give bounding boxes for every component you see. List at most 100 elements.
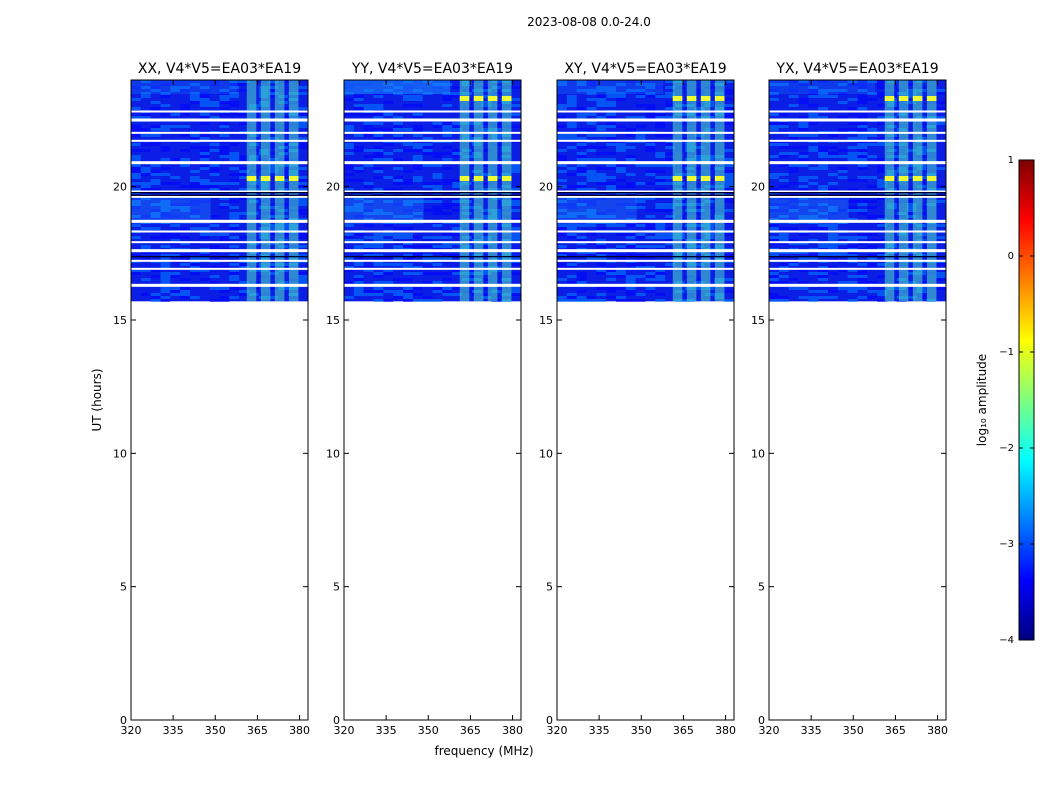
rfi-block: [700, 96, 711, 101]
rfi-block: [884, 176, 895, 181]
flagged-row: [344, 110, 521, 113]
flagged-row: [769, 267, 946, 270]
flagged-row: [344, 131, 521, 134]
flagged-row: [344, 241, 521, 244]
dark-row: [131, 192, 308, 194]
rfi-block: [926, 176, 937, 181]
x-tick-label: 335: [376, 724, 397, 737]
y-tick-label: 10: [751, 447, 765, 460]
panels-group: XX, V4*V5=EA03*EA19 320 335 350 365 380 0 5 10 15…: [113, 61, 948, 737]
panel-title: XY, V4*V5=EA03*EA19: [564, 61, 726, 77]
flagged-row: [557, 259, 734, 262]
rfi-block: [898, 176, 909, 181]
y-tick-label: 0: [333, 714, 340, 727]
rfi-block: [926, 96, 937, 101]
flagged-row: [769, 219, 946, 223]
y-tick-label: 15: [539, 314, 553, 327]
colorbar-gradient: [1018, 159, 1035, 641]
panel-title: XX, V4*V5=EA03*EA19: [138, 61, 301, 77]
dark-row: [131, 194, 308, 196]
flagged-row: [557, 190, 734, 193]
flagged-row: [344, 219, 521, 223]
colorbar-tick-label: 1: [1008, 155, 1014, 166]
flagged-row: [769, 241, 946, 244]
flagged-row: [769, 190, 946, 193]
flagged-row: [557, 241, 734, 244]
flagged-row: [557, 219, 734, 223]
flagged-row: [557, 161, 734, 165]
dark-row: [557, 256, 734, 258]
colorbar-tick-label: 0: [1008, 251, 1014, 262]
panel-3: XY, V4*V5=EA03*EA19 320 335 350 365 380 0 5 10 15…: [539, 61, 736, 737]
x-tick-label: 320: [759, 724, 780, 737]
flagged-row: [557, 110, 734, 113]
flagged-row: [344, 118, 521, 122]
rfi-block: [274, 176, 285, 181]
rfi-block: [912, 96, 923, 101]
flagged-row: [769, 230, 946, 233]
colorbar: 1 0 −1 −2 −3 −4 log₁₀ amplitude: [975, 155, 1035, 646]
flagged-row: [769, 259, 946, 262]
flagged-row: [344, 249, 521, 253]
y-tick-label: 0: [758, 714, 765, 727]
dark-row: [557, 192, 734, 194]
flagged-row: [131, 190, 308, 193]
colorbar-label: log₁₀ amplitude: [975, 354, 989, 446]
dark-row: [131, 256, 308, 258]
flagged-row: [131, 249, 308, 253]
flagged-row: [131, 195, 308, 198]
rfi-block: [459, 176, 470, 181]
y-tick-label: 5: [546, 581, 553, 594]
x-tick-label: 365: [673, 724, 694, 737]
flagged-row: [769, 131, 946, 134]
flagged-row: [769, 161, 946, 165]
y-tick-label: 5: [758, 581, 765, 594]
panel-title: YY, V4*V5=EA03*EA19: [351, 61, 513, 77]
flagged-row: [131, 139, 308, 142]
flagged-row: [344, 230, 521, 233]
flagged-row: [344, 195, 521, 198]
x-tick-label: 335: [163, 724, 184, 737]
figure-title: 2023-08-08 0.0-24.0: [527, 15, 651, 29]
flagged-row: [131, 219, 308, 223]
flagged-row: [131, 259, 308, 262]
y-tick-label: 0: [120, 714, 127, 727]
y-tick-label: 5: [333, 581, 340, 594]
x-tick-label: 380: [927, 724, 948, 737]
x-tick-label: 380: [289, 724, 310, 737]
flagged-row: [769, 249, 946, 253]
y-tick-label: 20: [751, 181, 765, 194]
x-tick-label: 380: [715, 724, 736, 737]
rfi-block: [501, 176, 512, 181]
rfi-block: [700, 176, 711, 181]
y-tick-label: 0: [546, 714, 553, 727]
rfi-block: [672, 96, 683, 101]
flagged-row: [557, 118, 734, 122]
y-tick-label: 15: [326, 314, 340, 327]
x-tick-label: 380: [502, 724, 523, 737]
dark-row: [344, 194, 521, 196]
x-tick-label: 365: [885, 724, 906, 737]
rfi-block: [473, 176, 484, 181]
rfi-block: [459, 96, 470, 101]
flagged-row: [769, 139, 946, 142]
heatmap-image-2: [344, 80, 521, 302]
colorbar-tick-label: −4: [999, 635, 1014, 646]
x-tick-label: 350: [843, 724, 864, 737]
flagged-row: [344, 139, 521, 142]
rfi-block: [884, 96, 895, 101]
flagged-row: [769, 195, 946, 198]
y-tick-label: 10: [113, 447, 127, 460]
x-tick-label: 320: [547, 724, 568, 737]
rfi-block: [473, 96, 484, 101]
rfi-block: [501, 96, 512, 101]
y-tick-label: 5: [120, 581, 127, 594]
flagged-row: [557, 195, 734, 198]
flagged-row: [344, 283, 521, 287]
flagged-row: [344, 259, 521, 262]
y-tick-label: 10: [539, 447, 553, 460]
flagged-row: [131, 110, 308, 113]
y-tick-label: 20: [539, 181, 553, 194]
rfi-block: [898, 96, 909, 101]
